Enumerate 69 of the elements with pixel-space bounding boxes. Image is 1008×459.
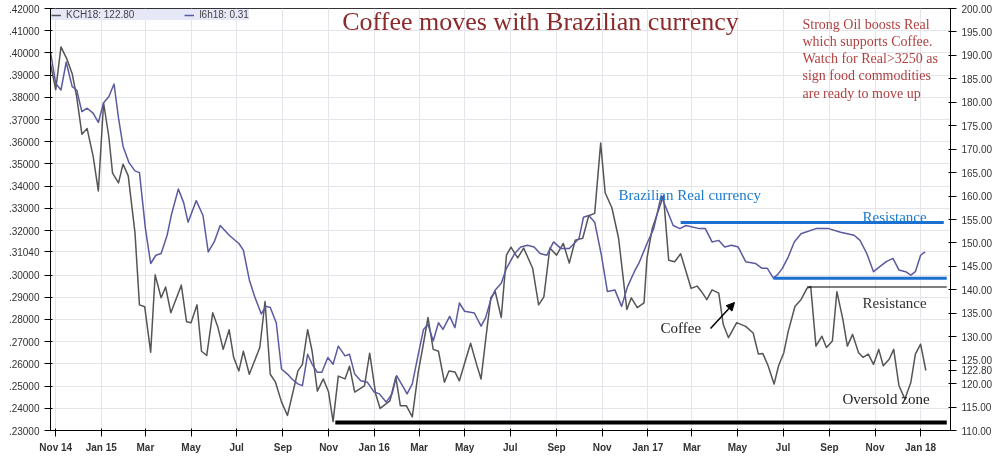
- y2-tick-label: 160.00: [961, 191, 993, 203]
- y2-tick-label: 140.00: [961, 284, 993, 296]
- y-tick-label: .24000: [8, 403, 40, 415]
- y2-tick-label: 120.00: [961, 378, 993, 390]
- y-tick-label: .31040: [8, 246, 40, 258]
- y-tick-label: .23000: [8, 425, 40, 437]
- y2-tick-label: 115.00: [961, 402, 992, 414]
- y-tick-label: .28000: [8, 314, 40, 326]
- y-tick-label: .29000: [8, 292, 40, 304]
- y2-tick-label: 185.00: [961, 73, 993, 85]
- x-tick-label: May: [454, 441, 475, 453]
- x-tick-label: Mar: [136, 441, 155, 453]
- annotation: Strong Oil boosts Real which supports Coffee. Watch for Real>3250 as sign food commodities are ready to move up: [802, 16, 938, 101]
- y-tick-label: .40000: [8, 47, 40, 59]
- x-tick-label: Nov: [592, 441, 613, 453]
- annotation: Resistance: [862, 208, 927, 225]
- y2-tick-label: 145.00: [961, 261, 993, 273]
- x-tick-label: Nov: [865, 441, 885, 453]
- y-tick-label: .37000: [8, 114, 40, 126]
- x-tick-label: May: [181, 441, 202, 453]
- y2-tick-label: 135.00: [961, 308, 993, 320]
- x-tick-label: Nov: [319, 441, 339, 453]
- x-tick-label: Nov 14: [39, 441, 73, 453]
- x-tick-label: Sep: [820, 441, 839, 453]
- x-tick-label: Jul: [502, 441, 518, 453]
- y2-tick-label: 165.00: [961, 167, 993, 179]
- x-tick-label: Jan 16: [358, 441, 391, 453]
- y-tick-label: .35000: [8, 158, 40, 170]
- y2-tick-label: 195.00: [961, 26, 993, 38]
- x-tick-label: Sep: [273, 441, 293, 453]
- x-tick-label: Sep: [547, 441, 566, 453]
- annotation: Brazilian Real currency: [618, 186, 762, 203]
- y-tick-label: .39000: [8, 70, 40, 82]
- y2-tick-label: 180.00: [961, 97, 993, 109]
- y-tick-label: .27000: [8, 336, 40, 348]
- y-tick-label: .32000: [8, 225, 40, 237]
- y2-tick-label: 175.00: [961, 120, 993, 132]
- annotation: Coffee: [660, 319, 702, 336]
- y-tick-label: .26000: [8, 358, 40, 370]
- y-tick-label: .36000: [8, 136, 40, 148]
- x-tick-label: Jul: [775, 441, 791, 453]
- x-tick-label: Jan 17: [632, 441, 664, 453]
- chart-title: Coffee moves with Brazilian currency: [342, 6, 739, 36]
- y2-tick-label: 130.00: [961, 331, 993, 343]
- annotation: Resistance: [862, 294, 927, 311]
- y2-tick-label: 170.00: [961, 144, 993, 156]
- x-tick-label: Jul: [229, 441, 245, 453]
- annotation: Oversold zone: [842, 390, 930, 407]
- x-tick-label: Mar: [682, 441, 701, 453]
- y-tick-label: .41000: [8, 25, 40, 37]
- y2-tick-label: 122.80: [961, 365, 993, 377]
- x-tick-label: Mar: [410, 441, 429, 453]
- y-tick-label: .42000: [8, 3, 40, 15]
- y-tick-label: .33000: [8, 203, 40, 215]
- y-tick-label: .38000: [8, 92, 40, 104]
- y-tick-label: .34000: [8, 181, 40, 193]
- x-tick-label: May: [727, 441, 748, 453]
- y2-tick-label: 125.00: [961, 355, 993, 367]
- y2-tick-label: 110.00: [961, 425, 992, 437]
- x-tick-label: Jan 15: [85, 441, 118, 453]
- y2-tick-label: 155.00: [961, 214, 993, 226]
- legend-label: KCH18: 122.80: [66, 9, 135, 20]
- x-tick-label: Jan 18: [905, 441, 937, 453]
- y2-tick-label: 200.00: [961, 3, 993, 15]
- y-tick-label: .25000: [8, 381, 40, 393]
- y-tick-label: .30000: [8, 270, 40, 282]
- y2-tick-label: 190.00: [961, 50, 993, 62]
- legend-label: l6h18: 0.31: [199, 9, 249, 20]
- y2-tick-label: 150.00: [961, 237, 993, 249]
